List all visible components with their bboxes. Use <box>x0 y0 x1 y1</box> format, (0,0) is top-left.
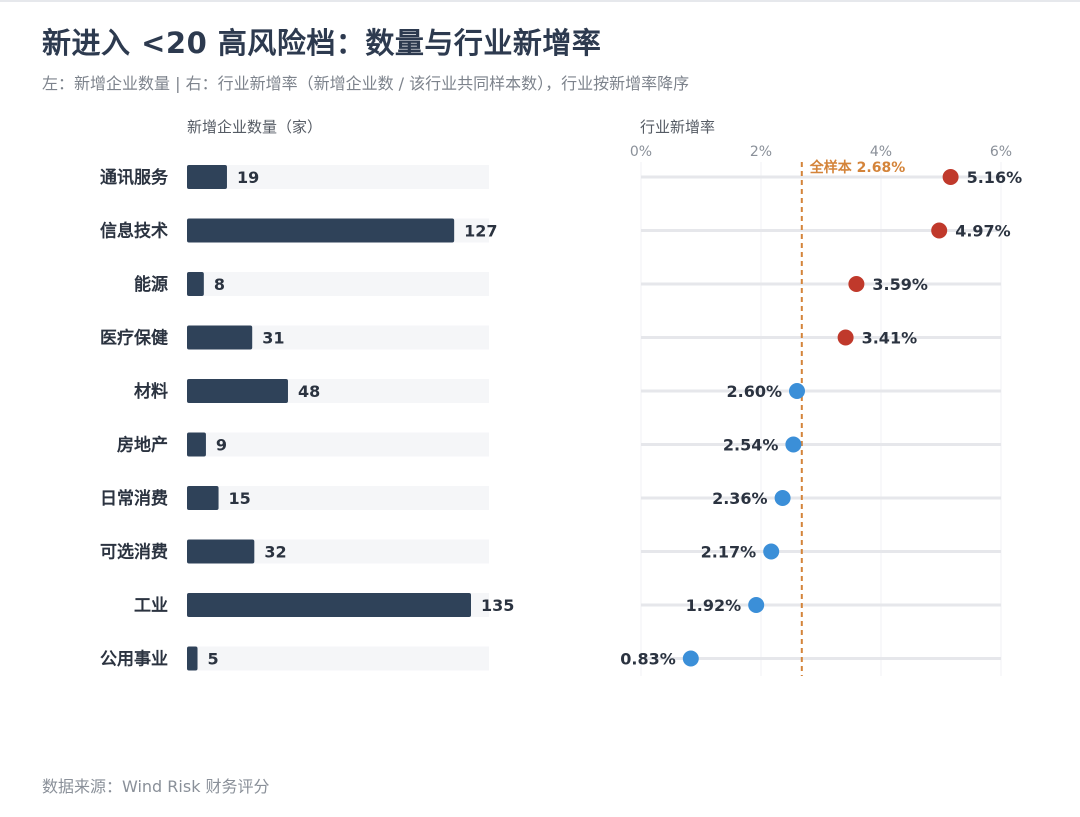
rate-data-label: 2.17% <box>701 543 757 562</box>
count-bar <box>187 593 471 617</box>
count-bar <box>187 272 204 296</box>
rate-dot <box>748 597 765 613</box>
x-tick-label: 6% <box>990 144 1012 160</box>
category-label: 材料 <box>134 381 168 402</box>
page-title: 新进入 <20 高风险档：数量与行业新增率 <box>42 26 602 60</box>
rate-data-label: 2.54% <box>723 436 779 455</box>
bar-track <box>187 165 489 189</box>
category-label: 能源 <box>134 274 168 295</box>
count-data-label: 31 <box>262 329 284 348</box>
rate-dot <box>848 276 865 292</box>
rate-data-label: 3.59% <box>872 275 928 294</box>
bar-track <box>187 486 489 510</box>
count-data-label: 5 <box>208 650 219 669</box>
category-label: 医疗保健 <box>100 328 168 349</box>
count-data-label: 19 <box>237 168 259 187</box>
count-bar-chart: 新增企业数量（家） 通讯服务 19 信息技术 127 能源 8 医疗保健 31 材料 48 房地产 9… <box>100 118 514 671</box>
count-data-label: 127 <box>464 222 497 241</box>
count-bar <box>187 486 219 510</box>
count-bar <box>187 539 255 564</box>
category-label: 通讯服务 <box>100 167 169 188</box>
rate-data-label: 5.16% <box>967 168 1023 187</box>
rate-data-label: 2.60% <box>726 382 782 401</box>
rate-dot <box>682 650 699 667</box>
category-label: 可选消费 <box>100 542 168 563</box>
rate-dot <box>942 169 959 185</box>
rate-data-label: 2.36% <box>712 489 768 508</box>
top-border <box>0 0 1080 2</box>
count-data-label: 32 <box>264 543 286 562</box>
rate-chart-title: 行业新增率 <box>640 118 715 136</box>
count-bar <box>187 218 455 243</box>
page-subtitle: 左：新增企业数量 | 右：行业新增率（新增企业数 / 该行业共同样本数），行业按… <box>42 74 690 93</box>
bar-track <box>187 432 489 457</box>
data-source-note: 数据来源：Wind Risk 财务评分 <box>42 777 270 796</box>
count-data-label: 48 <box>298 382 320 401</box>
count-bar <box>187 325 253 350</box>
bar-track <box>187 272 489 296</box>
count-chart-title: 新增企业数量（家） <box>187 118 322 136</box>
category-label: 日常消费 <box>100 488 168 509</box>
count-bar <box>187 379 288 403</box>
rate-dot <box>785 436 802 453</box>
x-tick-label: 4% <box>870 144 892 160</box>
rate-dot <box>763 543 780 560</box>
category-label: 公用事业 <box>100 650 168 670</box>
rate-dot-chart: 行业新增率 0% 2% 4% 6% 全样本 2.68% 5.16% 4.97% 3.59% 3.… <box>620 118 1022 676</box>
rate-data-label: 0.83% <box>620 650 676 669</box>
count-data-label: 135 <box>481 596 514 615</box>
count-bar <box>187 165 227 189</box>
count-bar <box>187 432 206 457</box>
count-data-label: 15 <box>229 489 251 508</box>
count-data-label: 9 <box>216 436 227 455</box>
rate-data-label: 3.41% <box>862 329 918 348</box>
category-label: 房地产 <box>117 435 168 456</box>
rate-dot <box>931 222 948 239</box>
x-tick-label: 0% <box>630 144 652 160</box>
category-label: 信息技术 <box>100 221 168 242</box>
rate-dot <box>789 383 805 399</box>
rate-data-label: 1.92% <box>686 596 742 615</box>
count-bar <box>187 646 198 671</box>
rate-dot <box>774 490 791 506</box>
rate-dot <box>837 329 854 346</box>
x-tick-label: 2% <box>750 144 772 160</box>
bar-track <box>187 646 489 671</box>
count-data-label: 8 <box>214 275 225 294</box>
category-label: 工业 <box>134 596 168 616</box>
average-reference-label: 全样本 2.68% <box>809 159 905 176</box>
rate-data-label: 4.97% <box>955 222 1011 241</box>
